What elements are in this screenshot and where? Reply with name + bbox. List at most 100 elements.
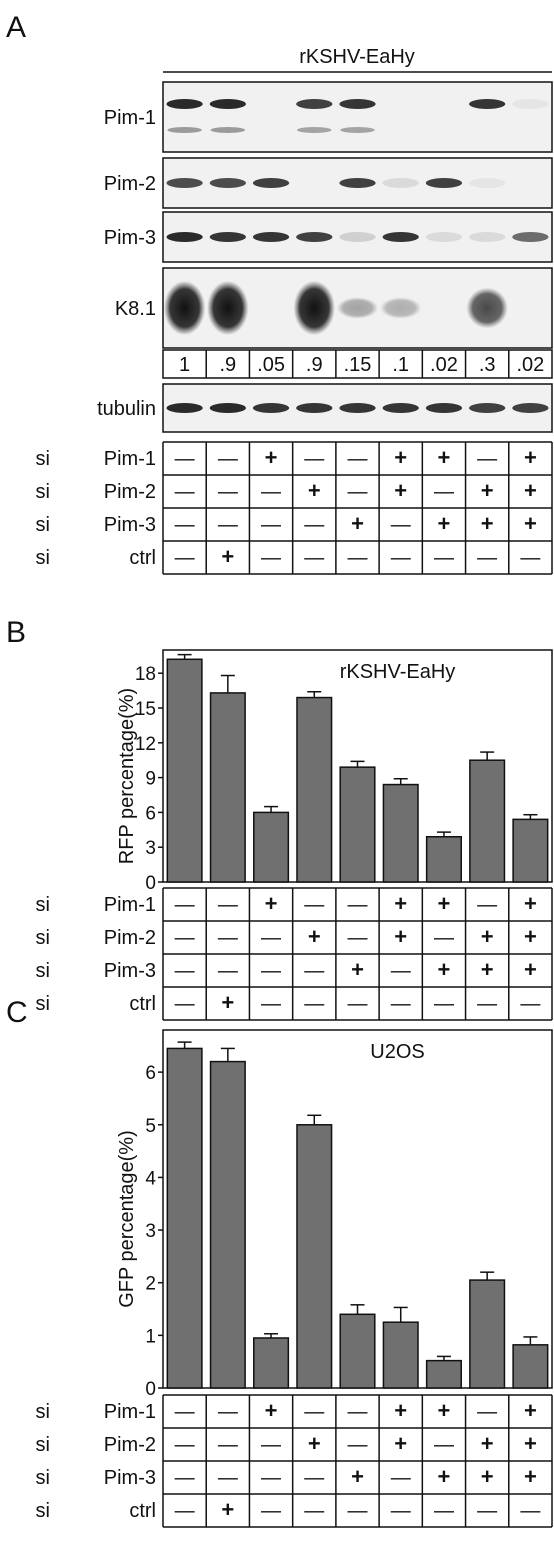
chart-1-design-cell: + [351,1464,364,1489]
y-tick-label: 4 [145,1168,156,1189]
blot-design-cell: + [221,544,234,569]
blot-design-cell: — [175,448,195,470]
western-blot: Pim-1 Pim-2 Pim-3 K8.1 tubulin 1 .9 .05 .9 .15 .1.… [36,81,553,575]
blot-band [207,280,249,336]
blot-design-cell: — [218,481,238,503]
chart-0-design-cell: — [477,894,497,916]
y-tick-label: 3 [145,1221,156,1242]
y-tick-label: 3 [145,838,156,859]
quant-value: .15 [344,354,372,376]
bar [469,759,506,883]
blot-design-cell: — [520,547,540,569]
blot-design-cell: — [261,514,281,536]
bar [209,692,246,883]
blot-design-cell: — [304,547,324,569]
blot-band [209,99,246,109]
chart-1-design-cell: — [261,1500,281,1522]
chart-title: U2OS [370,1041,424,1063]
blot-design-cell: — [304,514,324,536]
quant-value: .02 [516,354,544,376]
chart-1-design-row-label-si: si [36,1401,50,1423]
chart-0-design-cell: + [524,891,537,916]
blot-band [166,99,203,109]
chart-1-design-cell: + [265,1398,278,1423]
bar [166,658,203,883]
y-tick-label: 18 [135,664,156,685]
blot-design-cell: — [175,514,195,536]
bar [253,811,290,883]
blot-design-cell: — [348,547,368,569]
blot-label: Pim-2 [104,173,156,195]
chart-0-design-cell: + [524,924,537,949]
blot-band [382,232,419,242]
blot-label: Pim-3 [104,227,156,249]
chart-0-design-row-label-si: si [36,993,50,1015]
chart-1-design-cell: — [218,1401,238,1423]
quant-value: .05 [257,354,285,376]
chart-0-design-cell: + [438,957,451,982]
blot-design-cell: — [218,514,238,536]
chart-0-design-cell: — [348,993,368,1015]
y-tick-label: 5 [145,1116,156,1137]
blot-band [166,403,203,413]
blot-label: K8.1 [115,298,156,320]
bar [339,1313,376,1389]
blot-band [512,403,549,413]
chart-1-design-row-label-si: si [36,1434,50,1456]
blot-design-cell: — [304,448,324,470]
blot-design-row-label-si: si [36,448,50,470]
blot-design-cell: + [481,511,494,536]
blot-band [336,297,379,319]
blot-design-cell: — [261,481,281,503]
blot-design-cell: + [524,511,537,536]
blot-design-cell: — [391,547,411,569]
blot-design-cell: + [394,445,407,470]
chart-0-design-cell: + [221,990,234,1015]
blot-design-cell: + [438,511,451,536]
quant-box [162,349,553,379]
y-tick-label: 1 [145,1326,156,1347]
chart-1-design-cell: — [434,1434,454,1456]
blot-design-cell: + [438,445,451,470]
blot-design-cell: + [524,445,537,470]
chart-0-design-cell: — [175,894,195,916]
chart-1-design-cell: + [438,1464,451,1489]
blot-band [466,287,508,329]
chart-0-design-cell: + [394,891,407,916]
quant-value: .9 [219,354,236,376]
y-tick-label: 6 [145,803,156,824]
chart-1-design-cell: + [524,1431,537,1456]
blot-design-cell: + [308,478,321,503]
chart-1-design-cell: + [221,1497,234,1522]
chart-1-design-cell: — [391,1500,411,1522]
blot-design-cell: — [477,547,497,569]
chart-1-design-row-label-target: Pim-1 [104,1401,156,1423]
chart-0-design-cell: — [218,960,238,982]
chart-0-design-cell: + [524,957,537,982]
quant-value: .02 [430,354,458,376]
chart-0-design-row-label-target: ctrl [129,993,156,1015]
blot-design-row-label-si: si [36,514,50,536]
blot-band [252,178,290,188]
blot-band [469,178,506,188]
chart-0-design-row-label-target: Pim-2 [104,927,156,949]
blot-design-cell: — [261,547,281,569]
blot-band [166,232,203,242]
blot-band [296,99,333,109]
blot-design-cell: + [524,478,537,503]
blot-design-cell: — [348,448,368,470]
bar [339,766,376,883]
chart-1-design-cell: — [218,1467,238,1489]
blot-design-cell: + [351,511,364,536]
y-tick-label: 0 [145,1379,156,1400]
blot-design-cell: + [481,478,494,503]
chart-0-design-cell: — [434,993,454,1015]
chart-title: rKSHV-EaHy [340,661,456,683]
chart-0-design-cell: — [218,927,238,949]
blot-design-row-label-target: Pim-1 [104,448,156,470]
blot-design-cell: — [434,547,454,569]
chart-rfp: rKSHV-EaHy RFP percentage(%) 0 3 6 9 12 15 18 si P… [36,649,553,1021]
chart-1-design-cell: — [175,1434,195,1456]
chart-1-design-cell: + [524,1464,537,1489]
chart-0-design-cell: + [265,891,278,916]
